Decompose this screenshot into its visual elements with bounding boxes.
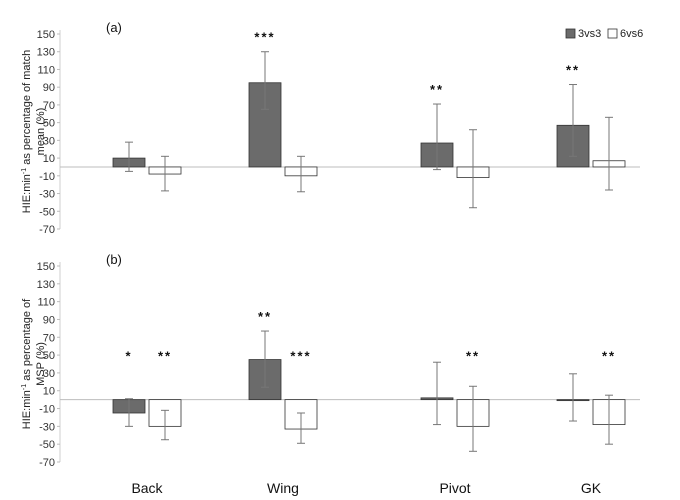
y-tick-label: 130	[37, 47, 55, 59]
significance-3vs3-gk: **	[566, 63, 580, 78]
y-tick-label: 10	[43, 153, 55, 165]
significance-3vs3-wing: ***	[254, 30, 275, 45]
y-tick-label: 110	[37, 64, 55, 76]
y-tick-label: -30	[39, 421, 55, 433]
y-tick-label: 90	[43, 314, 55, 326]
y-tick-label: 150	[37, 261, 55, 273]
category-labels: Back Wing Pivot GK	[131, 480, 601, 496]
significance-3vs3-pivot: **	[430, 82, 444, 97]
significance-3vs3-back: *	[125, 349, 132, 364]
panel-a: 150 130 110 90 70 50 30 10 -10 -30 -50 -70 (a) HIE:mi…	[21, 20, 640, 236]
category-label-gk: GK	[581, 480, 602, 496]
y-tick-label: -10	[39, 404, 55, 416]
panel-label: (a)	[106, 20, 122, 35]
legend-swatch-3vs3	[565, 28, 576, 39]
y-tick-label: 90	[43, 82, 55, 94]
y-tick-label: 110	[37, 297, 55, 309]
legend: 3vs3 6vs6	[565, 28, 643, 40]
y-tick-label: -10	[39, 171, 55, 183]
legend-label-3vs3: 3vs3	[578, 28, 601, 40]
y-axis-label-line1: HIE:min-1 as percentage of match	[21, 50, 33, 213]
legend-swatch-6vs6	[607, 28, 618, 39]
y-tick-label: 30	[43, 135, 55, 147]
significance-6vs6-pivot: **	[466, 349, 480, 364]
panel-label: (b)	[106, 252, 122, 267]
significance-6vs6-wing: ***	[290, 349, 311, 364]
significance-6vs6-back: **	[158, 349, 172, 364]
y-tick-label: 50	[43, 350, 55, 362]
y-axis-label-line2: mean (%)	[35, 108, 47, 156]
y-tick-label: -70	[39, 457, 55, 469]
category-label-back: Back	[131, 480, 163, 496]
y-tick-label: 150	[37, 29, 55, 41]
y-tick-label: -70	[39, 224, 55, 236]
y-tick-label: 70	[43, 332, 55, 344]
significance-3vs3-wing: **	[258, 309, 272, 324]
y-tick-label: -50	[39, 206, 55, 218]
panel-b: 150 130 110 90 70 50 30 10 -10 -30 -50 -70 (b) HIE:mi…	[21, 252, 640, 469]
y-tick-label: -30	[39, 189, 55, 201]
y-axis-label-line2: MSP (%)	[35, 342, 47, 386]
y-tick-label: -50	[39, 439, 55, 451]
y-tick-label: 130	[37, 279, 55, 291]
legend-label-6vs6: 6vs6	[620, 28, 643, 40]
category-label-pivot: Pivot	[439, 480, 470, 496]
y-tick-label: 70	[43, 100, 55, 112]
y-tick-label: 10	[43, 386, 55, 398]
significance-6vs6-gk: **	[602, 349, 616, 364]
y-axis-label-line1: HIE:min-1 as percentage of	[21, 298, 33, 429]
category-label-wing: Wing	[267, 480, 299, 496]
y-tick-label: 30	[43, 368, 55, 380]
y-tick-label: 50	[43, 118, 55, 130]
